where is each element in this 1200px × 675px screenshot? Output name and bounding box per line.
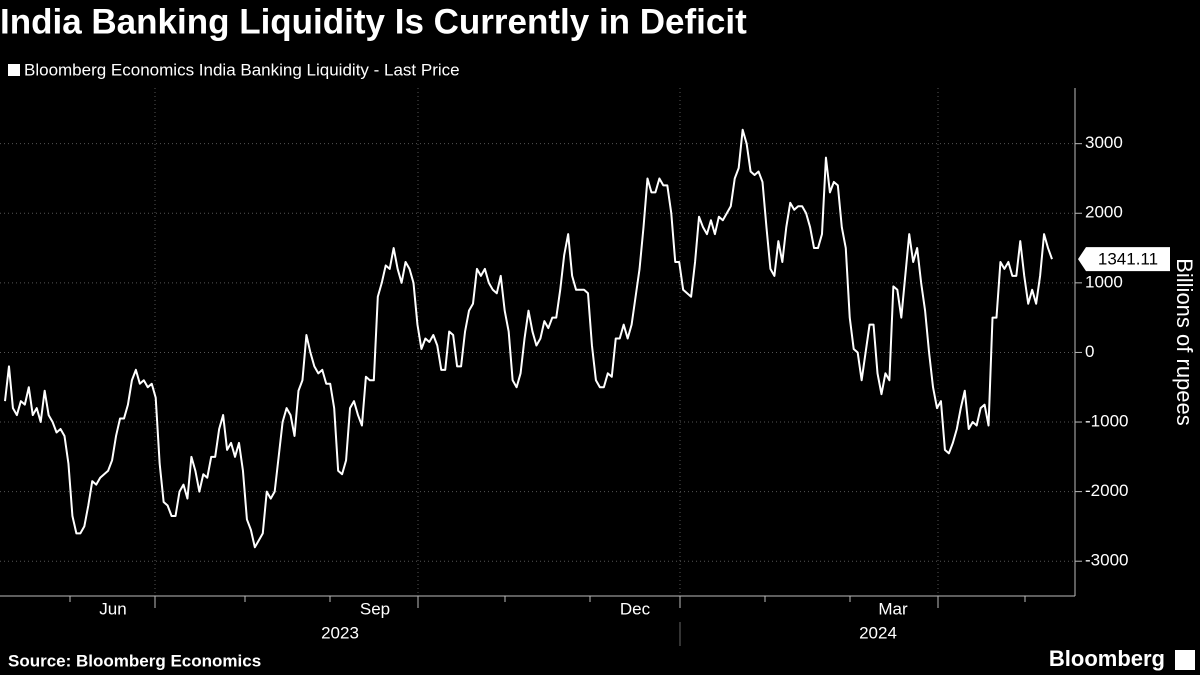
source: Source: Bloomberg Economics [8, 651, 261, 670]
x-grid [154, 88, 939, 596]
x-tick-label: Dec [620, 599, 651, 618]
x-tick-label: Jun [99, 599, 126, 618]
y-tick-label: 1000 [1085, 272, 1123, 291]
y-axis-label: Billions of rupees [1172, 258, 1197, 426]
y-tick-label: 2000 [1085, 203, 1123, 222]
legend-label: Bloomberg Economics India Banking Liquid… [24, 60, 460, 79]
y-tick-label: 3000 [1085, 133, 1123, 152]
series-line [4, 128, 1053, 549]
x-tick-label: Sep [360, 599, 390, 618]
legend-swatch [8, 64, 20, 76]
x-tick-label: Mar [878, 599, 908, 618]
x-ticks [69, 596, 1026, 646]
y-tick-label: 0 [1085, 342, 1094, 361]
y-tick-label: -3000 [1085, 551, 1128, 570]
year-label: 2024 [859, 623, 897, 642]
y-tick-label: -2000 [1085, 481, 1128, 500]
y-tick-label: -1000 [1085, 412, 1128, 431]
chart-title: India Banking Liquidity Is Currently in … [0, 2, 747, 41]
last-value-label: 1341.11 [1098, 250, 1158, 269]
year-label: 2023 [321, 623, 359, 642]
logo: Bloomberg [1049, 646, 1165, 671]
logo-icon [1175, 650, 1195, 670]
last-value-box [1078, 247, 1170, 272]
